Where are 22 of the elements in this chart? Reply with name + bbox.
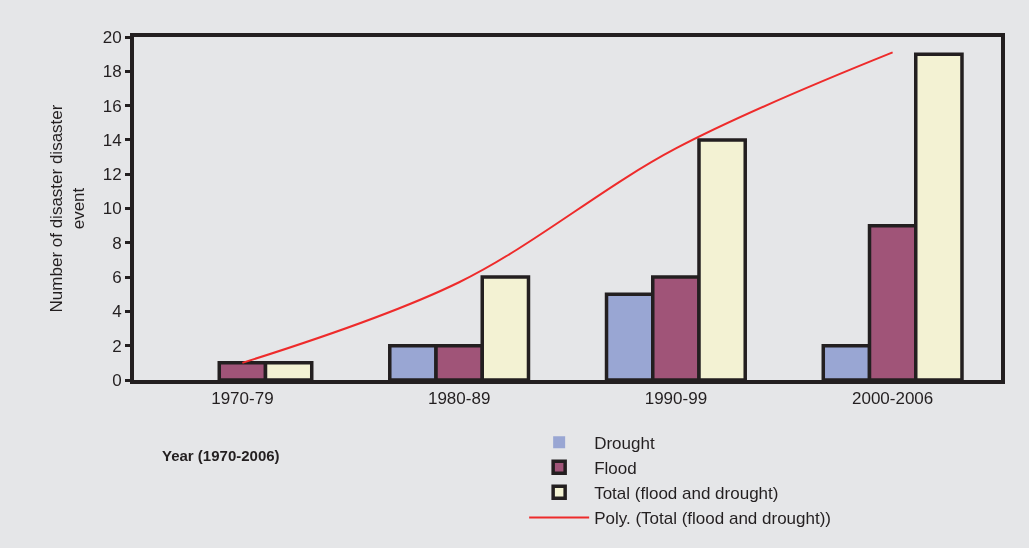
y-tick-label: 6: [112, 268, 122, 288]
y-tick-label: 4: [112, 302, 122, 322]
y-tick-label: 14: [102, 130, 122, 150]
y-tick-label: 16: [102, 96, 122, 116]
x-axis-title: Year (1970-2006): [162, 447, 280, 464]
y-axis-title: Number of disaster disaster event: [46, 104, 88, 313]
x-tick-label: 2000-2006: [851, 389, 934, 409]
y-tick-label: 2: [112, 336, 122, 356]
y-tick-label: 18: [102, 62, 122, 82]
y-tick-label: 0: [112, 370, 122, 390]
x-tick-label: 1990-99: [644, 389, 708, 409]
y-tick-label: 12: [102, 165, 122, 185]
legend-label: Flood: [594, 458, 637, 478]
line-series: [241, 51, 894, 364]
legend-label: Poly. (Total (flood and drought)): [594, 509, 832, 529]
y-tick-label: 10: [102, 199, 122, 219]
legend-label: Total (flood and drought): [594, 483, 779, 503]
x-tick-label: 1980-89: [427, 389, 491, 409]
legend-label: Drought: [594, 433, 655, 453]
y-tick-label: 8: [112, 233, 122, 253]
y-tick-label: 20: [102, 27, 122, 47]
x-tick-label: 1970-79: [211, 389, 274, 409]
